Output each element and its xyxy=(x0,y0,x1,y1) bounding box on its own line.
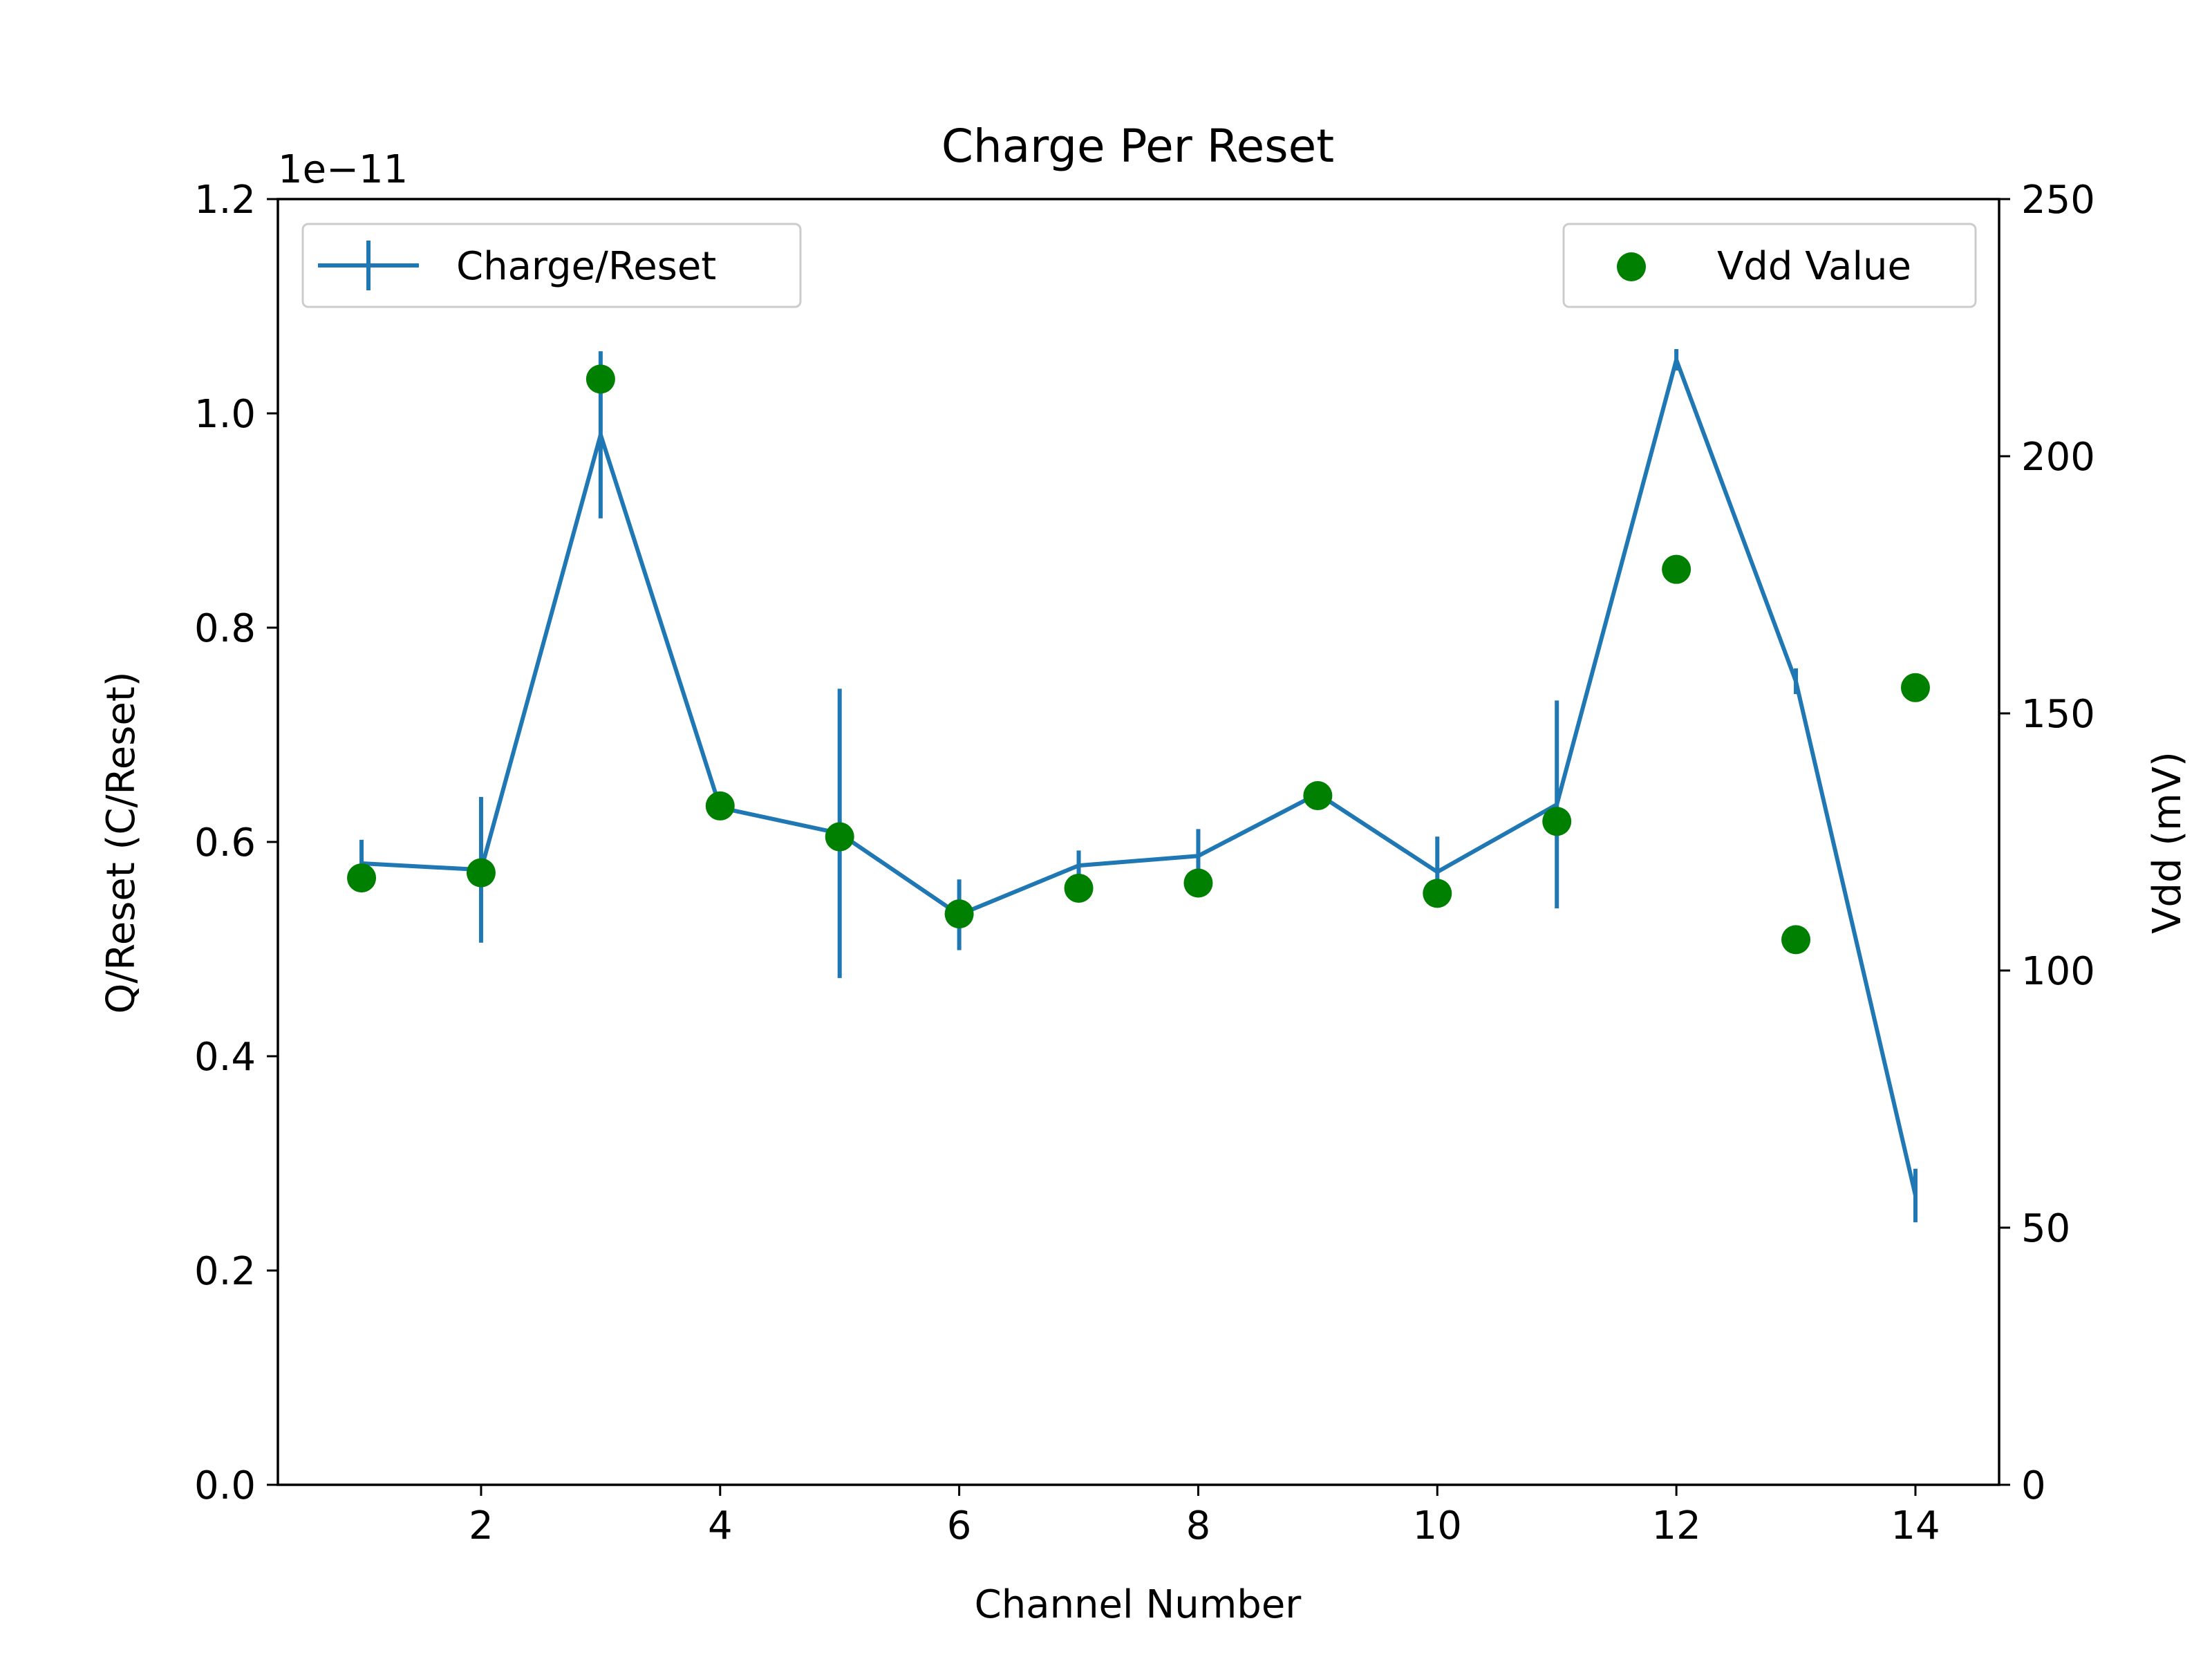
vdd-value-point xyxy=(1900,673,1930,702)
vdd-value-point xyxy=(1662,554,1691,584)
vdd-value-point xyxy=(585,364,615,394)
vdd-value-point xyxy=(1542,807,1572,836)
y-tick-label: 0.8 xyxy=(194,606,256,651)
y-axis-label: Q/Reset (C/Reset) xyxy=(99,671,144,1013)
legend-vdd-box xyxy=(1562,223,1977,308)
vdd-value-point xyxy=(705,791,735,821)
x-tick-label: 8 xyxy=(1186,1503,1211,1548)
y2-tick-label: 0 xyxy=(2021,1463,2046,1508)
y2-axis-label: Vdd (mV) xyxy=(2145,751,2190,934)
y-tick-label: 1.0 xyxy=(194,392,256,437)
y2-tick-label: 50 xyxy=(2021,1206,2070,1251)
y-tick-label: 0.0 xyxy=(194,1463,256,1508)
x-tick-label: 14 xyxy=(1891,1503,1940,1548)
y2-tick-label: 100 xyxy=(2021,949,2095,994)
vdd-value-point xyxy=(1781,925,1811,955)
y-offset-text: 1e−11 xyxy=(278,147,408,192)
vdd-value-point xyxy=(1423,879,1452,908)
vdd-value-point xyxy=(825,822,854,852)
vdd-value-point xyxy=(347,863,377,893)
legend-charge-label: Charge/Reset xyxy=(456,244,716,289)
vdd-value-point xyxy=(466,858,496,888)
x-tick-label: 6 xyxy=(947,1503,972,1548)
vdd-value-point xyxy=(1064,873,1094,903)
vdd-value-point xyxy=(1303,781,1333,811)
legend-vdd-marker xyxy=(1617,252,1646,281)
y-tick-label: 0.4 xyxy=(194,1035,256,1080)
vdd-value-point xyxy=(1183,868,1213,898)
x-tick-label: 4 xyxy=(708,1503,733,1548)
y-tick-label: 1.2 xyxy=(194,178,256,223)
charge-reset-line xyxy=(361,357,1918,1197)
x-tick-label: 12 xyxy=(1651,1503,1700,1548)
plot-frame xyxy=(276,198,2000,1486)
x-tick-label: 10 xyxy=(1413,1503,1462,1548)
x-axis-label: Channel Number xyxy=(975,1582,1302,1627)
y2-tick-label: 150 xyxy=(2021,692,2095,737)
y-tick-label: 0.2 xyxy=(194,1249,256,1294)
chart-title: Charge Per Reset xyxy=(941,120,1334,173)
y2-tick-label: 250 xyxy=(2021,178,2095,223)
x-tick-label: 2 xyxy=(469,1503,494,1548)
legend-charge-box xyxy=(301,223,802,308)
legend-vdd-label: Vdd Value xyxy=(1717,244,1911,289)
y2-tick-label: 200 xyxy=(2021,435,2095,480)
y-tick-label: 0.6 xyxy=(194,821,256,865)
plot-area: 2 4 6 8 10 12 14 0.0 0.2 0.4 0.6 0.8 1.0 1.2 0 50 100 150… xyxy=(194,178,2095,1548)
vdd-value-point xyxy=(944,899,974,929)
